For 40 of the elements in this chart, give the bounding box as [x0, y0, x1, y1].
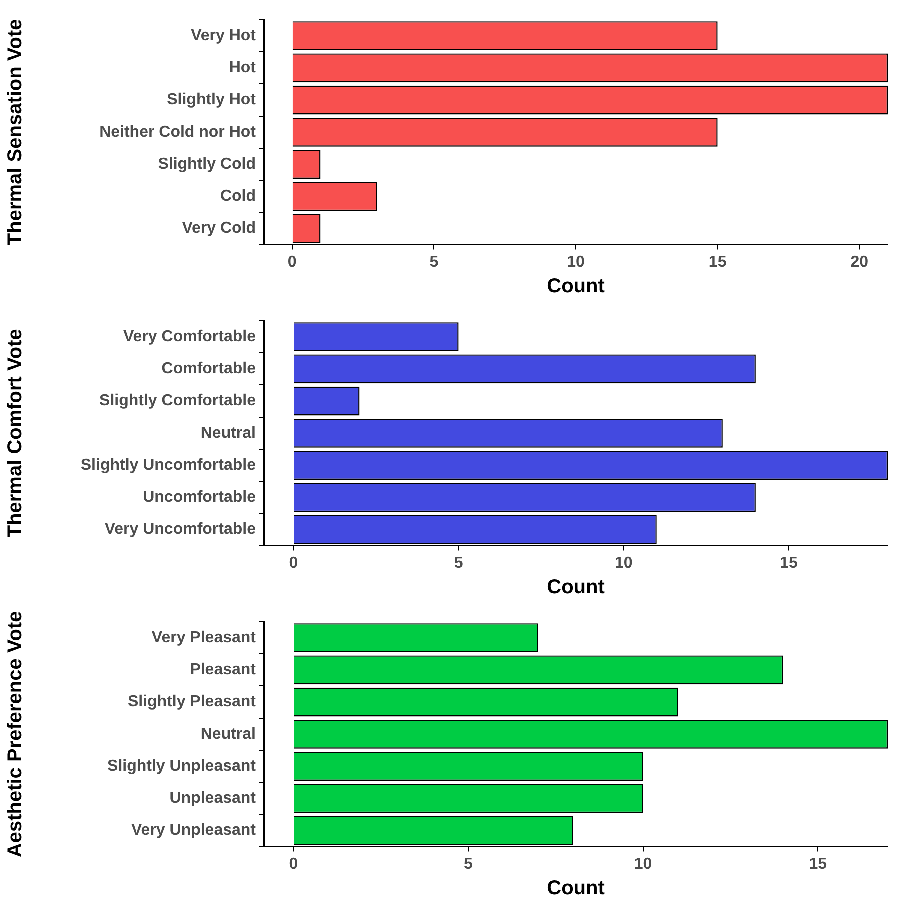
- x-axis-title: Count: [547, 576, 606, 599]
- y-tick-label: Pleasant: [190, 662, 257, 679]
- x-tick-label: 15: [780, 554, 798, 572]
- y-tick-label: Very Pleasant: [152, 629, 257, 646]
- x-axis-title: Count: [547, 878, 606, 900]
- x-tick-label: 10: [634, 856, 652, 873]
- x-tick-label: 5: [430, 254, 439, 271]
- x-tick-label: 10: [567, 254, 585, 271]
- y-tick-label: Very Hot: [191, 27, 257, 44]
- y-tick-label: Very Cold: [182, 220, 256, 238]
- y-tick-label: Slightly Pleasant: [128, 694, 257, 711]
- y-axis-title: Thermal Comfort Vote: [4, 329, 27, 538]
- y-tick-label: Very Unpleasant: [132, 822, 257, 840]
- x-tick-label: 20: [850, 254, 869, 271]
- y-tick-label: Slightly Unpleasant: [108, 758, 257, 775]
- y-tick-label: Slightly Uncomfortable: [80, 456, 256, 474]
- y-tick-label: Very Comfortable: [124, 328, 256, 346]
- x-tick-label: 5: [464, 856, 474, 873]
- y-tick-label: Comfortable: [162, 360, 256, 378]
- x-tick-label: 15: [809, 856, 828, 873]
- y-tick-label: Neutral: [200, 726, 256, 743]
- x-tick-label: 0: [289, 554, 298, 572]
- y-tick-label: Very Uncomfortable: [104, 521, 256, 538]
- x-tick-label: 15: [708, 254, 727, 271]
- y-tick-label: Slightly Hot: [167, 92, 257, 109]
- y-tick-label: Neither Cold nor Hot: [100, 124, 257, 141]
- y-tick-label: Unpleasant: [170, 790, 257, 808]
- x-tick-label: 0: [288, 254, 297, 271]
- y-tick-label: Cold: [220, 188, 256, 206]
- y-tick-label: Neutral: [200, 424, 256, 442]
- x-tick-label: 5: [454, 554, 464, 572]
- x-axis-title: Count: [547, 276, 606, 298]
- y-tick-label: Slightly Cold: [158, 156, 256, 173]
- y-tick-label: Hot: [229, 60, 257, 77]
- x-tick-label: 0: [289, 856, 298, 873]
- y-tick-label: Uncomfortable: [143, 489, 256, 506]
- y-axis-title: Thermal Sensation Vote: [4, 19, 27, 246]
- y-tick-label: Slightly Comfortable: [100, 392, 256, 410]
- x-tick-label: 10: [614, 554, 633, 572]
- y-axis-title: Aesthetic Preference Vote: [4, 611, 27, 858]
